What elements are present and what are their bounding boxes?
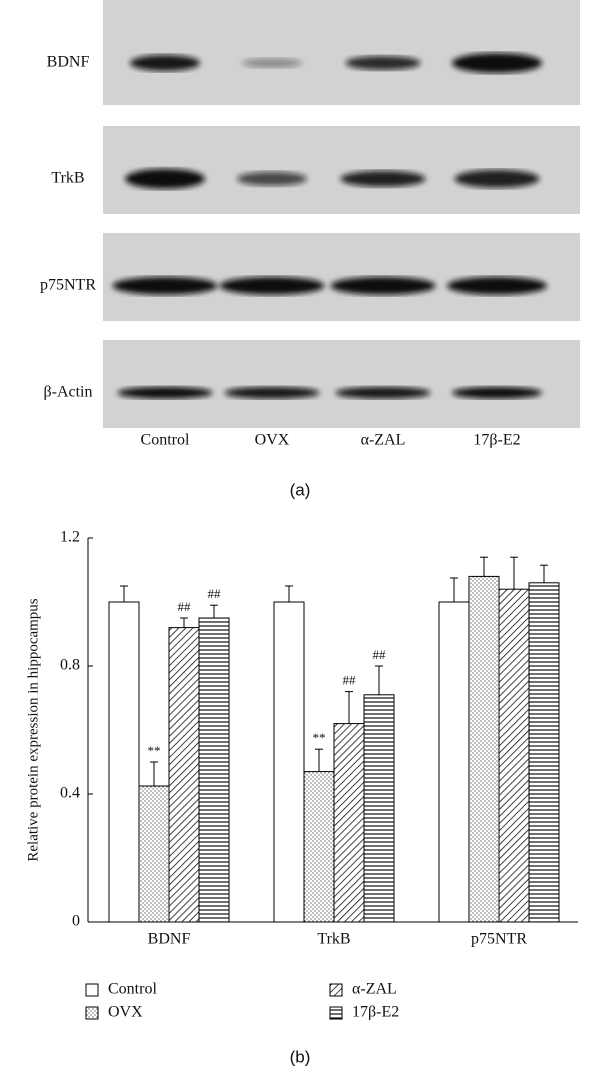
blot-band [330,276,436,295]
significance-label: ## [343,673,357,688]
bar [138,785,170,923]
blot-row-label: TrkB [51,169,84,186]
bar [498,588,530,923]
blot-band [454,169,540,188]
blot-panel [103,340,580,428]
blot-panel [103,0,580,105]
caption-a: (a) [290,480,311,499]
legend-swatch [85,1006,99,1020]
blot-band [242,58,302,68]
legend-label: 17β-E2 [352,1004,399,1021]
x-tick-label: p75NTR [471,931,527,948]
blot-band [345,56,421,70]
bar [303,771,335,923]
blot-band [130,55,200,71]
significance-label: ## [373,647,387,662]
caption-b: (b) [290,1047,311,1066]
y-tick-label: 0.8 [60,657,80,674]
blot-lane-label: 17β-E2 [473,432,520,449]
y-axis-label: Relative protein expression in hippocamp… [25,598,41,861]
blot-band [447,276,547,295]
blot-band [224,386,320,399]
legend-swatch [329,1006,343,1020]
legend-label: OVX [108,1004,143,1021]
legend-label: Control [108,981,157,998]
bar [528,582,560,923]
legend-swatch [85,983,99,997]
significance-label: ## [208,586,222,601]
blot-band [219,276,325,295]
blot-row-label: BDNF [47,54,90,71]
blot-band [125,168,205,189]
bar [273,601,305,923]
y-tick-label: 0 [72,913,80,930]
blot-band [117,386,213,399]
bar [468,575,500,923]
blot-row-label: β-Actin [43,383,92,400]
blot-band [340,170,426,187]
blot-band [112,276,218,295]
blot-row-label: p75NTR [40,276,96,293]
x-tick-label: TrkB [317,931,350,948]
blot-band [452,53,542,73]
bar [168,627,200,923]
blot-lane-label: Control [141,432,190,449]
y-tick-label: 0.4 [60,785,80,802]
significance-label: ## [178,599,192,614]
y-tick-label: 1.2 [60,529,80,546]
blot-band [237,171,307,186]
blot-band [335,386,431,399]
bar [438,601,470,923]
blot-lane-label: α-ZAL [361,432,406,449]
significance-label: ** [313,730,326,745]
blot-lane-label: OVX [255,432,290,449]
blot-band [452,386,542,399]
bar [108,601,140,923]
bar [198,617,230,923]
bar [363,694,395,923]
legend-swatch [329,983,343,997]
bar [333,723,365,923]
x-tick-label: BDNF [148,931,191,948]
significance-label: ** [148,743,161,758]
legend-label: α-ZAL [352,981,397,998]
